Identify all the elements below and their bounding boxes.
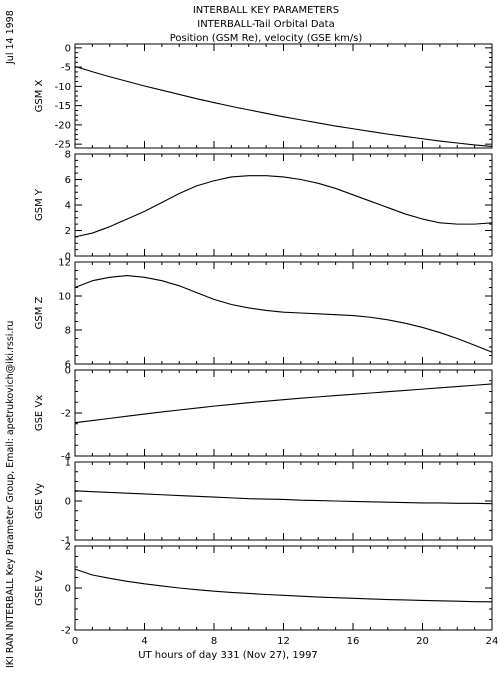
series-line-gse-vz	[74, 568, 493, 603]
y-tick-label: 6	[65, 175, 71, 186]
x-tick-label: 8	[211, 636, 217, 647]
figure-header: INTERBALL KEY PARAMETERS INTERBALL-Tail …	[170, 5, 363, 44]
panel-frame	[74, 153, 493, 257]
y-tick-label: 8	[65, 326, 71, 337]
x-tick-label: 16	[347, 636, 360, 647]
x-tick-label: 12	[277, 636, 290, 647]
y-tick-label: -4	[61, 452, 71, 463]
panel-frame	[74, 369, 493, 457]
series-line-gse-vx	[74, 383, 493, 424]
y-tick-label: 8	[65, 150, 71, 161]
y-tick-label: 0	[65, 584, 71, 595]
y-tick-label: 0	[65, 252, 71, 263]
x-tick-label: 0	[72, 636, 78, 647]
y-tick-label: 10	[58, 292, 71, 303]
series-line-gsm-y	[74, 175, 493, 238]
y-tick-label: 4	[65, 201, 71, 212]
y-tick-label: -15	[55, 101, 71, 112]
series-line-gsm-x	[74, 65, 493, 148]
y-axis-label: GSM Y	[34, 188, 45, 221]
panel-3: 6 8 10 12 GSM Z	[34, 258, 493, 371]
title-line-1: INTERBALL KEY PARAMETERS	[193, 5, 339, 16]
title-line-2: INTERBALL-Tail Orbital Data	[197, 19, 334, 30]
panel-2: 0 2 4 6 8 GSM Y	[34, 150, 493, 263]
y-axis-label: GSM Z	[34, 296, 45, 329]
panel-4: 0 -2 -4 GSE Vx	[34, 366, 493, 463]
date-label: Jul 14 1998	[5, 10, 16, 65]
series-line-gse-vy	[74, 490, 493, 505]
y-tick-label: 0	[65, 43, 71, 54]
y-tick-label: -2	[61, 626, 71, 637]
y-tick-label: -5	[61, 63, 71, 74]
panel-frame	[74, 461, 493, 541]
y-tick-label: -1	[61, 536, 71, 547]
credit-label: IKI RAN INTERBALL Key Parameter Group, E…	[5, 321, 16, 668]
y-axis-label: GSE Vy	[34, 483, 45, 519]
y-axis-label: GSE Vz	[34, 570, 45, 606]
title-line-3: Position (GSM Re), velocity (GSE km/s)	[170, 33, 363, 44]
x-axis-label: UT hours of day 331 (Nov 27), 1997	[138, 650, 318, 661]
panel-5: 0 1 -1 GSE Vy	[34, 458, 493, 547]
x-tick-label: 4	[141, 636, 147, 647]
y-tick-label: 1	[65, 458, 71, 469]
y-tick-label: 0	[65, 366, 71, 377]
y-tick-label: -20	[55, 120, 71, 131]
panel-frame	[74, 261, 493, 365]
y-tick-label: 2	[65, 542, 71, 553]
panel-1: 0 -5 -10 -15 -20 -25 GSM X	[34, 43, 493, 151]
y-tick-label: -2	[61, 409, 71, 420]
y-tick-label: 6	[65, 360, 71, 371]
panel-6: 2 0 -2 GSE Vz	[34, 542, 493, 637]
x-tick-label: 20	[416, 636, 429, 647]
series-line-gsm-z	[74, 275, 493, 353]
y-tick-label: 2	[65, 226, 71, 237]
y-tick-label: 0	[65, 497, 71, 508]
y-tick-label: 12	[58, 258, 71, 269]
y-axis-label: GSM X	[34, 79, 45, 112]
y-axis-label: GSE Vx	[34, 395, 45, 431]
y-tick-label: -25	[55, 140, 71, 151]
y-tick-label: -10	[55, 82, 71, 93]
panel-frame	[74, 43, 493, 149]
x-tick-label: 24	[486, 636, 499, 647]
panel-frame	[74, 545, 493, 631]
